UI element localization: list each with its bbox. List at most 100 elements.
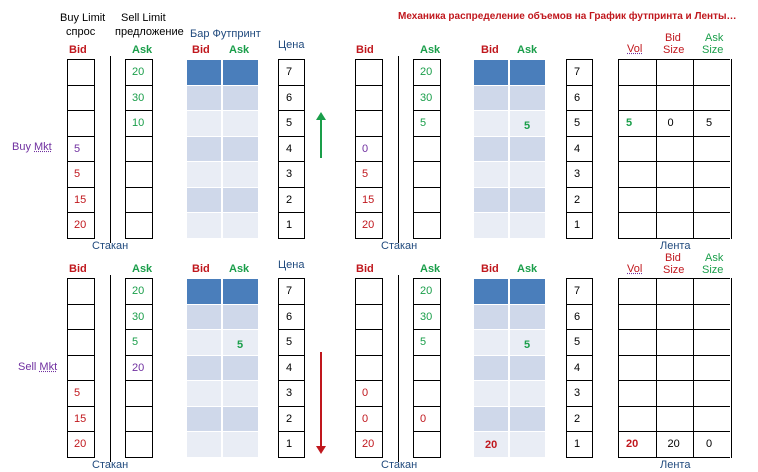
price-cell: 7 [566,59,593,86]
price-cell: 6 [566,84,593,111]
price-value: 5 [286,117,293,129]
vol-header: Vol [627,263,643,275]
tape-grid-line [730,59,732,239]
footprint-ask-cell [222,84,259,111]
price-value: 3 [286,168,293,180]
price-cell: 4 [278,354,305,381]
price-cell: 5 [566,329,593,356]
footprint-bid-header: Bid [192,263,210,275]
demand-header: спрос [66,26,96,38]
price-value: 4 [286,361,293,374]
footprint-ask-cell [509,431,546,458]
ask-value: 5 [420,117,427,129]
ask-cell: 30 [125,303,153,330]
ask-cell: 20 [125,59,153,86]
price-cell: 4 [566,135,593,162]
footprint-ask-value: 5 [524,120,531,132]
tape-grid-line [618,161,730,162]
footprint-bid-cell [186,161,222,188]
bid-value: 5 [362,168,369,180]
price-value: 3 [286,387,293,399]
price-value: 2 [286,193,293,206]
tape-ask-size-value: 5 [706,117,713,129]
footprint-ask-cell [222,380,259,407]
footprint-bid-cell [186,329,222,356]
ask-value: 5 [420,336,427,348]
bid-value: 20 [362,219,375,231]
bid-cell [67,354,95,381]
ask-cell: 20 [413,278,441,305]
ask-header: Ask [132,44,153,56]
ask-cell: 20 [125,354,153,381]
ask-value: 20 [420,285,433,297]
bid-cell: 15 [355,186,383,213]
supply-header: предложение [115,26,184,38]
bid-cell [355,110,383,137]
footprint-ask-cell [222,186,259,213]
footprint-ask-cell: 5 [509,110,546,137]
buy-mkt-label: Buy Mkt [12,141,52,153]
ask-value: 30 [420,310,433,323]
page-title: Механика распределение объемов на График… [398,11,737,22]
footprint-bid-cell [473,59,509,86]
price-value: 6 [286,91,293,104]
bid-cell: 0 [355,135,383,162]
tape-grid-line [618,278,730,279]
footprint-bid-cell [186,303,222,330]
price-header: Цена [278,259,305,271]
ask-cell [125,405,153,432]
ask-cell [125,431,153,458]
price-cell: 7 [566,278,593,305]
ask-header: Ask [420,44,441,56]
footprint-bid-cell [186,278,222,305]
footprint-bid-cell [186,135,222,162]
mkt-word: Mkt [34,141,52,153]
price-value: 3 [574,387,581,399]
bid-cell: 15 [67,186,95,213]
footprint-ask-value: 5 [237,339,244,351]
book-separator [398,275,399,462]
tape-grid-line [693,59,694,239]
ask-value: 20 [132,66,145,78]
bid-cell [67,110,95,137]
bid-cell [355,278,383,305]
footprint-ask-header: Ask [229,44,250,56]
footprint-ask-cell [509,135,546,162]
ask-value: 30 [132,310,145,323]
footprint-bid-cell [473,186,509,213]
ask-size-header-size: Size [702,264,724,276]
price-cell: 5 [278,110,305,137]
footprint-ask-header: Ask [517,44,538,56]
bid-value: 15 [74,193,87,206]
bid-value: 5 [74,387,81,399]
tape-grid-line [618,329,730,330]
bid-value: 5 [74,168,81,180]
ask-value: 20 [132,285,145,297]
price-cell: 3 [566,380,593,407]
price-value: 1 [574,219,581,231]
ask-cell [413,212,441,239]
price-value: 6 [286,310,293,323]
footprint-bid-cell [186,405,222,432]
bid-cell: 5 [67,380,95,407]
tape-grid-line [618,59,730,60]
tape-vol-value: 5 [626,117,633,129]
ask-cell: 10 [125,110,153,137]
footprint-ask-cell [222,278,259,305]
price-value: 4 [286,142,293,155]
tape-grid-line [618,59,619,239]
ask-cell: 30 [413,84,441,111]
bid-cell: 15 [67,405,95,432]
footprint-ask-header: Ask [517,263,538,275]
ask-size-header-ask: Ask [705,32,724,44]
footprint-bid-cell [473,354,509,381]
bid-cell: 0 [355,405,383,432]
footprint-ask-cell [509,354,546,381]
bid-cell [67,329,95,356]
tape-grid-line [655,278,657,458]
lenta-label: Лента [660,240,691,252]
mkt-word: Mkt [39,361,58,373]
tape-grid-line [618,186,730,188]
price-cell: 1 [566,212,593,239]
price-value: 2 [286,412,293,425]
